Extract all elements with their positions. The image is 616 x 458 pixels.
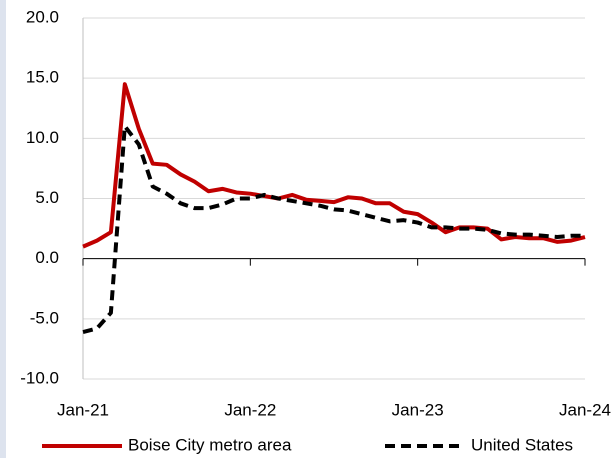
x-tick-label: Jan-21 bbox=[57, 400, 109, 419]
y-tick-label: 15.0 bbox=[26, 68, 59, 87]
side-strip bbox=[0, 0, 6, 458]
y-tick-label: -10.0 bbox=[20, 368, 59, 387]
y-tick-label: 10.0 bbox=[26, 128, 59, 147]
data-line bbox=[82, 82, 586, 249]
x-tick-label: Jan-22 bbox=[224, 400, 276, 419]
y-tick-label: 5.0 bbox=[35, 188, 59, 207]
x-tick-label: Jan-24 bbox=[559, 400, 611, 419]
x-tick-label: Jan-23 bbox=[392, 400, 444, 419]
y-tick-label: 20.0 bbox=[26, 7, 59, 26]
legend-label: Boise City metro area bbox=[128, 435, 292, 454]
y-tick-label: -5.0 bbox=[30, 308, 59, 327]
legend-label: United States bbox=[471, 435, 573, 454]
data-line bbox=[82, 124, 585, 335]
y-tick-label: 0.0 bbox=[35, 248, 59, 267]
